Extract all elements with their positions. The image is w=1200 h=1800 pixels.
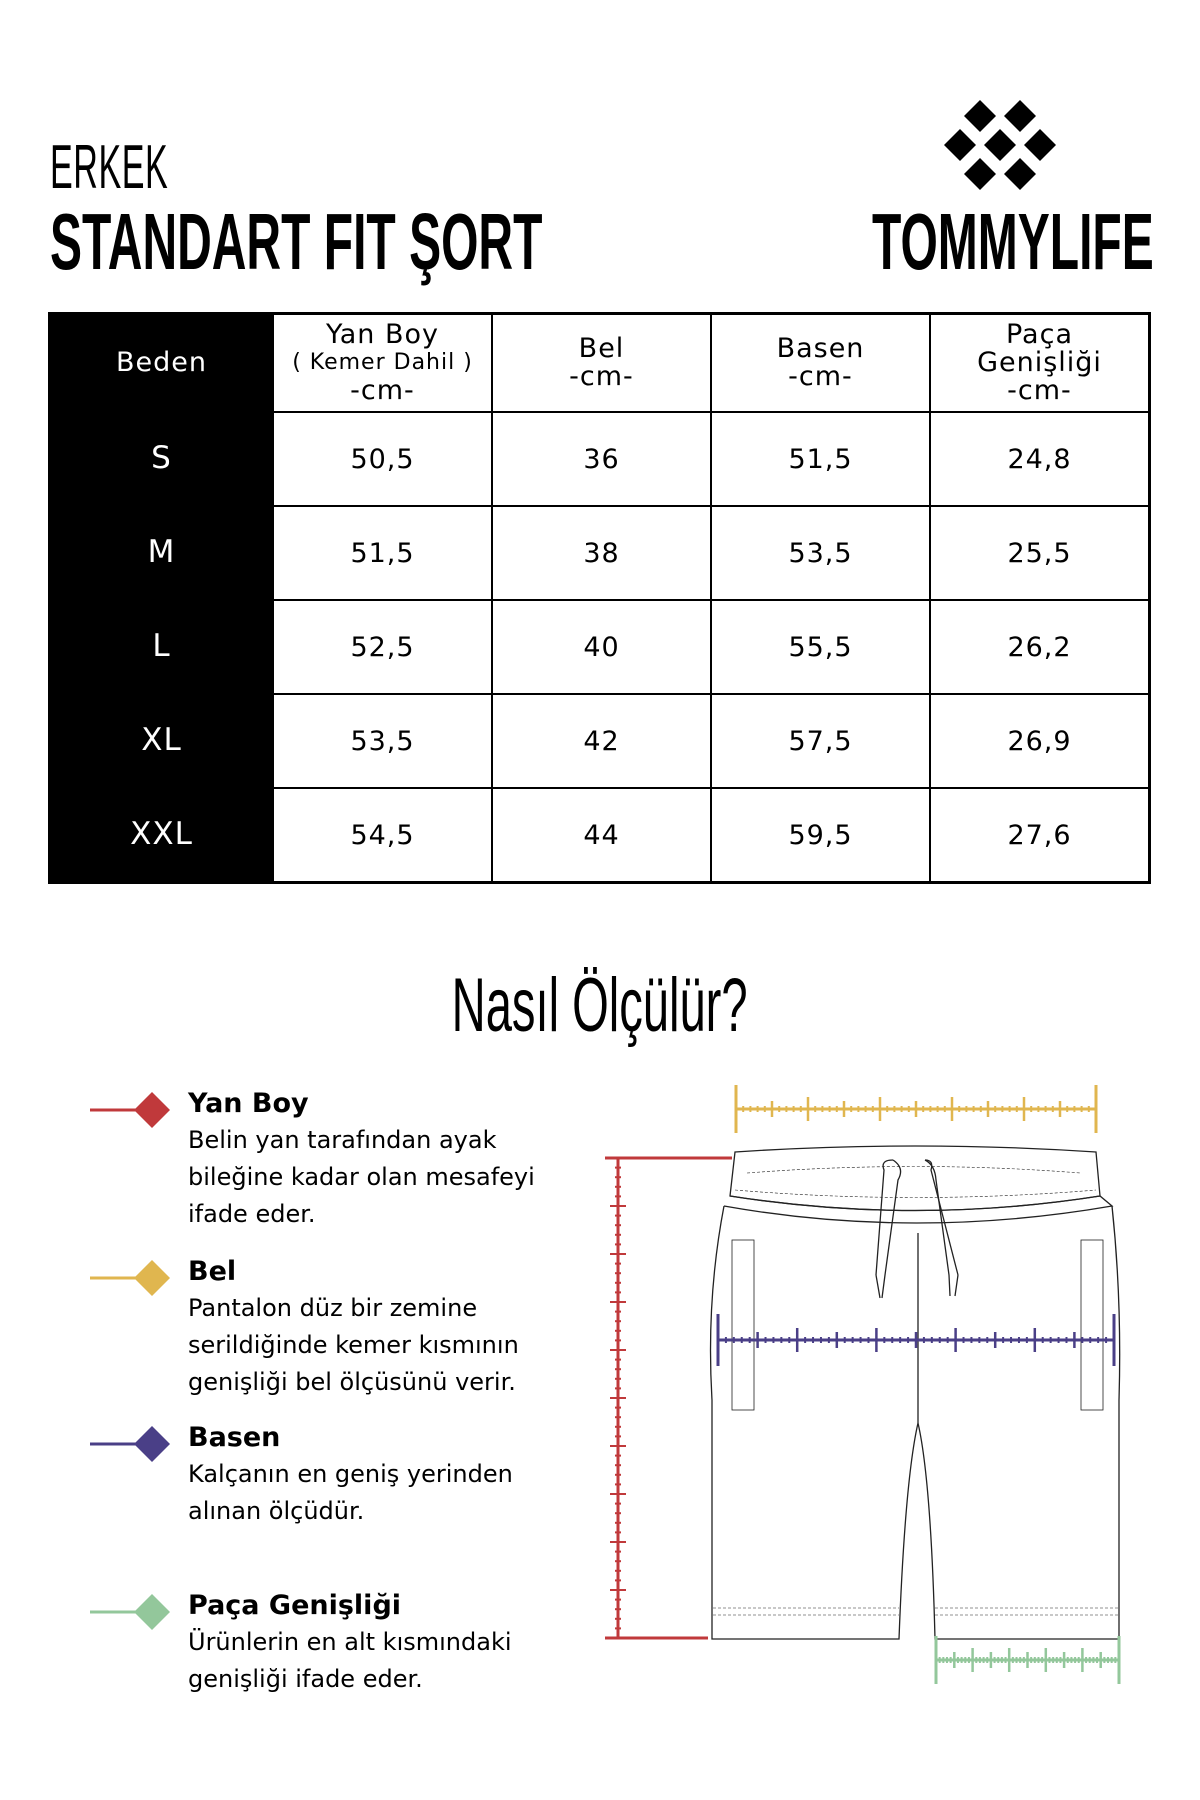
table-cell: 59,5 [710, 787, 929, 881]
header-line: Bel [578, 333, 625, 364]
size-table: Beden Yan Boy( Kemer Dahil ) -cm- Bel -cm- Ba… [48, 312, 1151, 884]
brand-logo-icon [944, 100, 1056, 190]
table-cell: 26,9 [929, 693, 1148, 787]
table-cell: 38 [491, 505, 710, 599]
table-cell: 36 [491, 411, 710, 505]
table-cell: 54,5 [272, 787, 491, 881]
legend-item: Paça Genişliği Ürünlerin en alt kısmındak… [188, 1588, 568, 1698]
table-cell: 55,5 [710, 599, 929, 693]
table-cell: 50,5 [272, 411, 491, 505]
table-cell: 53,5 [272, 693, 491, 787]
header-line: -cm- [350, 375, 415, 406]
legend-description: Belin yan tarafından ayak bileğine kadar… [188, 1126, 535, 1228]
table-cell: 24,8 [929, 411, 1148, 505]
table-cell: 51,5 [272, 505, 491, 599]
header-line: Yan Boy [325, 319, 440, 350]
header-line: -cm- [788, 361, 853, 392]
header-line: -cm- [1007, 375, 1072, 406]
header-line: Basen [776, 333, 865, 364]
legend-item: Bel Pantalon düz bir zemine serildiğinde … [188, 1254, 568, 1401]
column-header: Basen -cm- [710, 315, 929, 411]
column-header: Bel -cm- [491, 315, 710, 411]
subtitle: ERKEK [50, 133, 169, 202]
legend-title: Yan Boy [188, 1088, 309, 1119]
ruler [716, 1314, 1116, 1366]
legend-item: Basen Kalçanın en geniş yerinden alınan ö… [188, 1420, 568, 1530]
legend-item: Yan Boy Belin yan tarafından ayak bileğin… [188, 1086, 568, 1233]
table-cell: 57,5 [710, 693, 929, 787]
legend-marker-icon [90, 1594, 170, 1630]
header-line: ( Kemer Dahil ) [292, 350, 473, 375]
column-header: Beden [51, 315, 272, 411]
page-title: STANDART FIT ŞORT [50, 197, 543, 286]
ruler [605, 1156, 732, 1640]
ruler [934, 1636, 1121, 1684]
column-header: Paça Genişliği -cm- [929, 315, 1148, 411]
size-label: L [51, 599, 272, 693]
size-label: S [51, 411, 272, 505]
size-label: M [51, 505, 272, 599]
table-cell: 27,6 [929, 787, 1148, 881]
how-to-measure-title: Nasıl Ölçülür? [452, 963, 748, 1048]
shorts-outline [709, 1145, 1121, 1640]
header-line: Paça [1005, 319, 1073, 350]
legend-description: Pantalon düz bir zemine serildiğinde kem… [188, 1294, 519, 1396]
header-line: -cm- [569, 361, 634, 392]
table-cell: 44 [491, 787, 710, 881]
legend-description: Kalçanın en geniş yerinden alınan ölçüdü… [188, 1460, 513, 1525]
legend-title: Bel [188, 1256, 237, 1287]
legend-marker-icon [90, 1260, 170, 1296]
legend-marker-icon [90, 1426, 170, 1462]
table-cell: 53,5 [710, 505, 929, 599]
table-cell: 51,5 [710, 411, 929, 505]
table-cell: 42 [491, 693, 710, 787]
table-cell: 25,5 [929, 505, 1148, 599]
column-header: Yan Boy( Kemer Dahil ) -cm- [272, 315, 491, 411]
table-cell: 40 [491, 599, 710, 693]
legend-description: Ürünlerin en alt kısmındaki genişliği if… [188, 1628, 512, 1693]
legend-marker-icon [90, 1092, 170, 1128]
size-label: XL [51, 693, 272, 787]
legend-title: Paça Genişliği [188, 1590, 402, 1621]
table-cell: 52,5 [272, 599, 491, 693]
table-cell: 26,2 [929, 599, 1148, 693]
header-line: Beden [116, 347, 207, 378]
legend-title: Basen [188, 1422, 281, 1453]
size-label: XXL [51, 787, 272, 881]
ruler [734, 1085, 1098, 1133]
header-line: Genişliği [977, 347, 1102, 378]
brand-name: TOMMYLIFE [872, 197, 1154, 286]
